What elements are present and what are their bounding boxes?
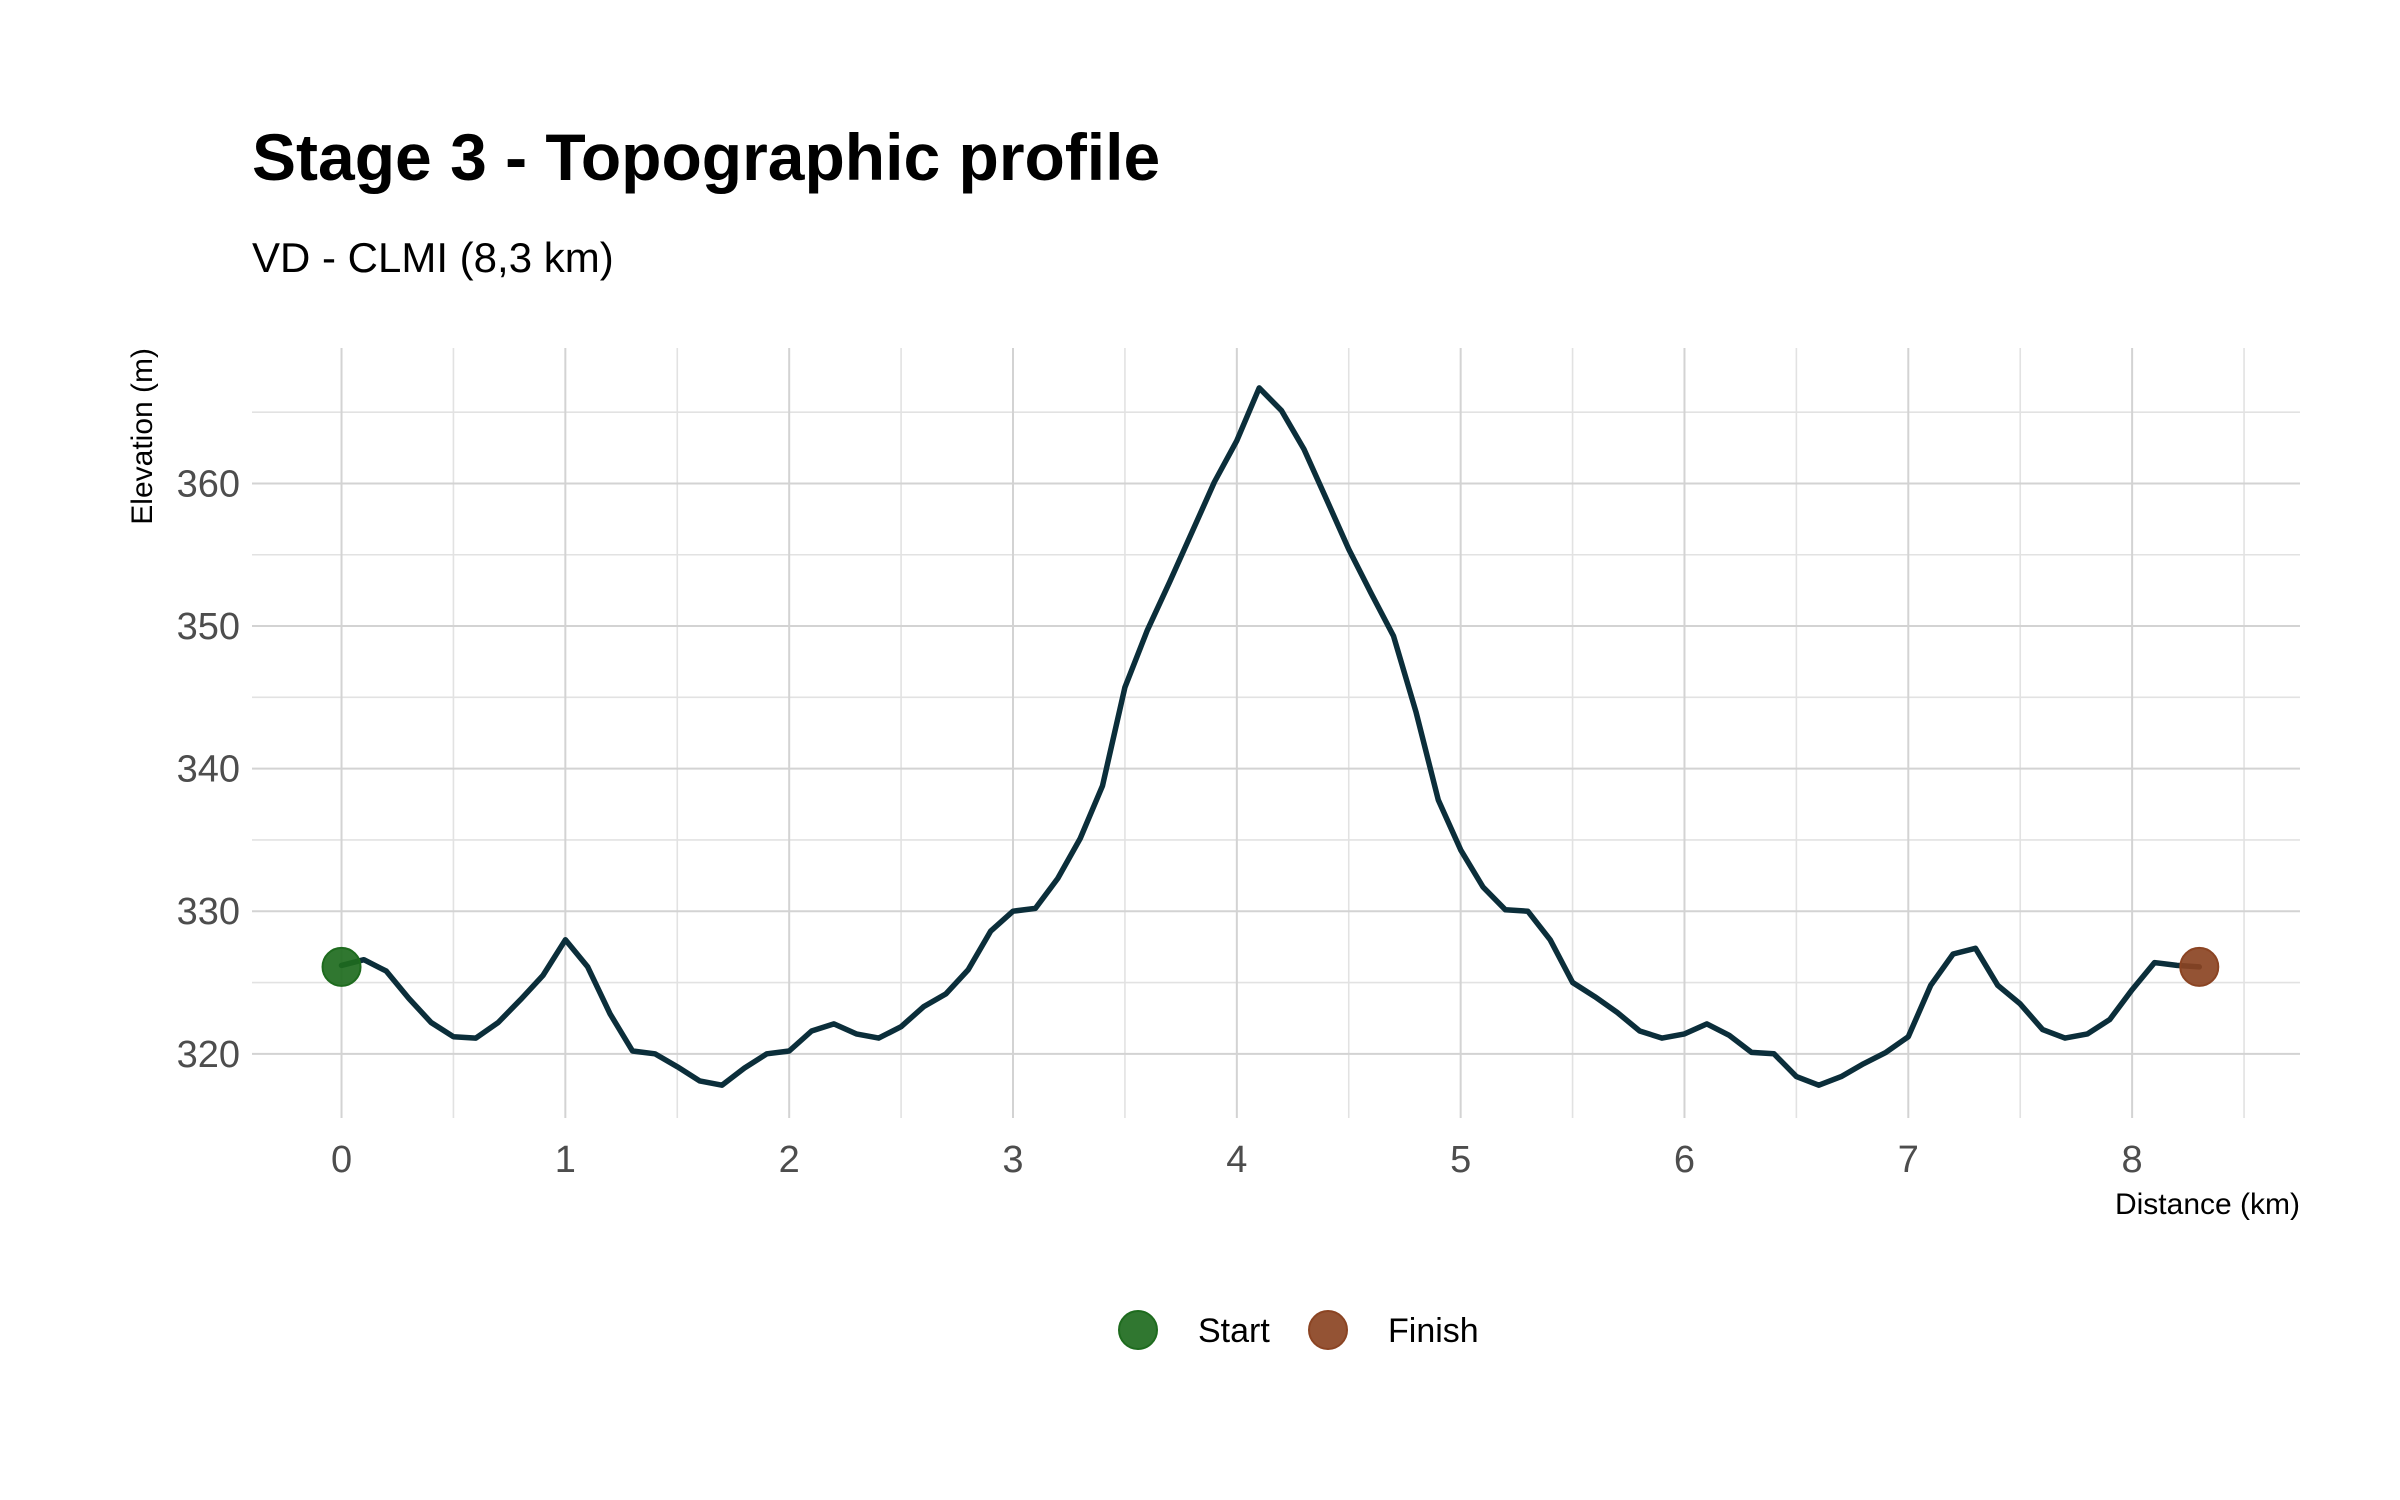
x-tick-label: 8 [2122,1139,2143,1181]
x-tick-label: 2 [779,1139,800,1181]
chart-subtitle: VD - CLMI (8,3 km) [252,234,614,281]
y-tick-label: 360 [177,463,240,505]
grid [252,348,2300,1118]
x-tick-label: 3 [1002,1139,1023,1181]
x-tick-label: 1 [555,1139,576,1181]
x-tick-label: 6 [1674,1139,1695,1181]
elevation-line [338,385,2203,1088]
x-axis-title: Distance (km) [2115,1188,2300,1221]
y-axis-tick-labels: 320 330 340 350 360 [177,463,240,1075]
legend-label-finish: Finish [1388,1312,1479,1350]
start-marker [321,946,362,987]
y-tick-label: 330 [177,891,240,933]
x-tick-label: 4 [1226,1139,1247,1181]
y-axis-title: Elevation (m) [126,348,159,525]
x-axis-tick-labels: 0 1 2 3 4 5 6 7 8 [331,1139,2143,1181]
x-tick-label: 0 [331,1139,352,1181]
y-tick-label: 340 [177,749,240,791]
legend-key-start [1118,1310,1158,1350]
y-tick-label: 350 [177,606,240,648]
legend-key-finish [1308,1310,1348,1350]
start-finish-markers [321,946,2220,987]
x-tick-label: 5 [1450,1139,1471,1181]
legend-label-start: Start [1198,1312,1270,1350]
chart-title: Stage 3 - Topographic profile [252,120,1160,194]
x-tick-label: 7 [1898,1139,1919,1181]
legend: Start Finish [1118,1310,1479,1350]
finish-marker [2179,946,2220,987]
y-tick-label: 320 [177,1034,240,1076]
